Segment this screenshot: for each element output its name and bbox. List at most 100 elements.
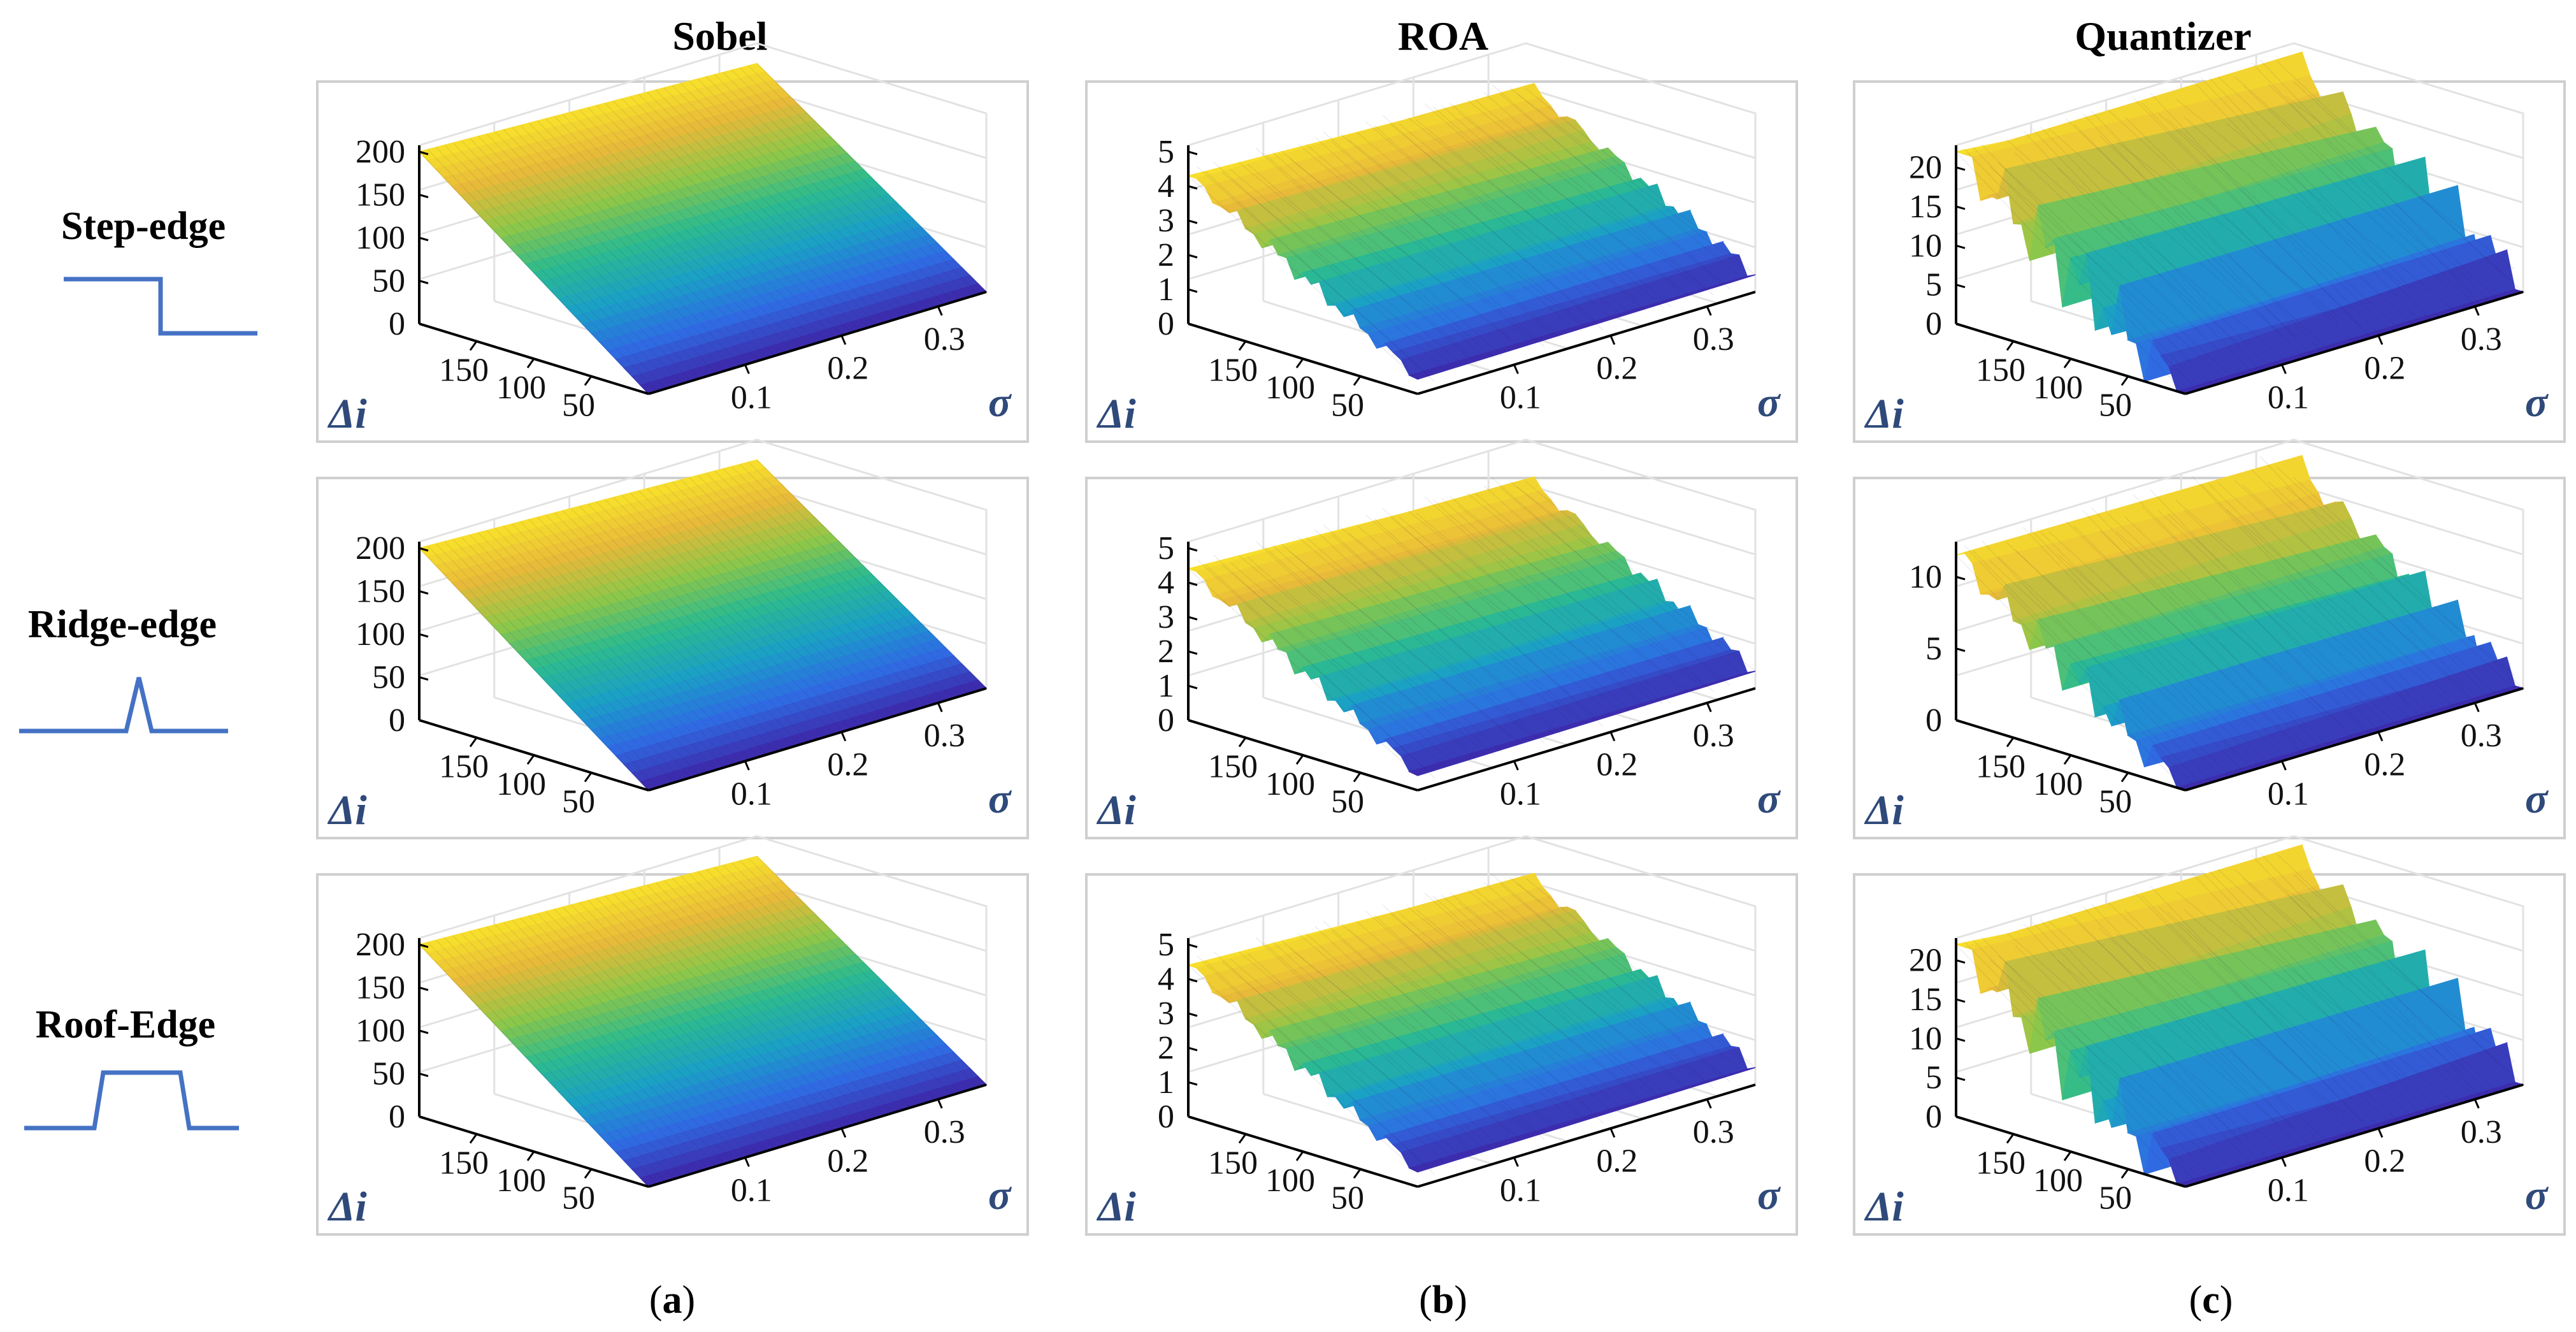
- ridge-edge-profile-icon: [19, 677, 228, 734]
- surface-mesh-line: [1213, 162, 1444, 369]
- surface-mesh-line: [1424, 496, 1655, 703]
- surface-mesh-line: [2184, 116, 2414, 326]
- surface-mesh-line: [2277, 61, 2507, 279]
- sigma-tick-mark: [1706, 306, 1712, 316]
- sigma-axis-line: [1417, 291, 1756, 395]
- delta-i-tick-mark: [1353, 375, 1362, 386]
- z-tick-label: 200: [356, 530, 405, 567]
- delta-i-tick-mark: [1353, 772, 1362, 783]
- surface-mesh-line: [2082, 113, 2313, 356]
- surface-mesh-line: [478, 929, 709, 1169]
- sigma-axis-line: [1417, 687, 1756, 792]
- surface-mesh-line: [630, 493, 860, 727]
- surface-mesh-line: [1188, 964, 1418, 1173]
- delta-i-tick-mark: [526, 755, 535, 765]
- sigma-axis-line: [1417, 1083, 1756, 1188]
- surface-mesh-line: [1230, 959, 1460, 1155]
- sigma-tick-label: 0.1: [731, 1172, 772, 1208]
- grid-line-z: [756, 483, 987, 556]
- z-tick-mark: [1188, 1115, 1198, 1120]
- surface-mesh-line: [1424, 103, 1655, 307]
- surface-mesh-line: [2006, 542, 2236, 753]
- z-tick-mark: [1188, 1046, 1198, 1052]
- surface-mesh-line: [2108, 109, 2338, 322]
- surface-mesh-line: [1416, 119, 1646, 312]
- z-tick-label: 0: [1925, 1099, 1942, 1135]
- z-tick-mark: [1188, 1081, 1198, 1086]
- surface-mesh-line: [689, 477, 919, 709]
- surface-mesh-line: [1509, 87, 1739, 276]
- z-tick-label: 0: [1925, 306, 1942, 342]
- surface-mesh-line: [2234, 869, 2464, 1076]
- surface-mesh-line: [2285, 888, 2515, 1062]
- row-label-step-edge: Step-edge: [61, 205, 226, 248]
- row-ridge-edge: Ridge-edge: [19, 603, 228, 734]
- surface-mesh-line: [680, 479, 911, 712]
- surface-mesh-line: [554, 512, 784, 750]
- surface-mesh-line: [647, 92, 877, 326]
- delta-i-tick-label: 50: [562, 1180, 595, 1217]
- roof-edge-profile-icon: [24, 1070, 239, 1131]
- surface-mesh-line: [1213, 554, 1444, 765]
- surface-mesh-line: [2108, 513, 2338, 729]
- sigma-tick-mark: [2281, 1157, 2287, 1167]
- surface-mesh-line: [2285, 96, 2515, 270]
- sigma-tick-label: 0.1: [1500, 776, 1541, 812]
- surface-mesh-line: [545, 911, 776, 1149]
- surface-mesh-line: [444, 937, 675, 1180]
- sigma-tick-mark: [840, 335, 847, 345]
- surface-mesh-line: [2057, 553, 2287, 760]
- surface-mesh-line: [2090, 903, 2321, 1144]
- delta-i-tick-label: 150: [439, 1145, 489, 1182]
- surface-mesh-line: [630, 96, 860, 331]
- surface-mesh-line: [1281, 543, 1511, 737]
- sigma-axis-symbol: σ: [2525, 776, 2549, 822]
- surface-mesh-line: [2074, 526, 2304, 755]
- sigma-tick-mark: [937, 702, 943, 713]
- surface-mesh-line: [452, 539, 683, 781]
- surface-mesh-line: [638, 94, 868, 328]
- surface-mesh-line: [1323, 921, 1553, 1129]
- surface-mesh-line: [2226, 915, 2456, 1104]
- z-tick-mark: [1955, 244, 1966, 249]
- surface-mesh-line: [1492, 874, 1722, 1078]
- surface-mesh-line: [1973, 147, 2203, 389]
- surface-mesh-line: [2259, 59, 2490, 303]
- surface-mesh-line: [1365, 121, 1595, 321]
- surface-mesh-line: [1196, 559, 1427, 770]
- sigma-tick-mark: [744, 1157, 750, 1167]
- delta-i-tick-mark: [2063, 358, 2072, 368]
- z-tick-label: 5: [1158, 134, 1174, 170]
- surface-mesh-line: [512, 920, 742, 1159]
- surface-mesh-line: [1263, 942, 1494, 1152]
- z-tick-label: 100: [356, 220, 405, 256]
- surface-mesh-line: [1441, 894, 1671, 1100]
- delta-i-tick-label: 50: [2099, 1180, 2132, 1217]
- surface-mesh-line: [1955, 151, 2186, 395]
- surface-mesh-line: [1997, 955, 2228, 1166]
- surface-mesh-line: [1205, 563, 1435, 779]
- z-tick-mark: [1955, 205, 1966, 210]
- caption-b: (b): [1419, 1278, 1467, 1322]
- surface-strip: [1407, 274, 1756, 380]
- delta-i-tick-label: 150: [1208, 352, 1258, 389]
- surface-mesh-line: [1989, 959, 2220, 1168]
- surface-mesh-line: [1314, 926, 1545, 1140]
- surface-mesh-line: [554, 909, 784, 1147]
- delta-i-tick-mark: [2120, 1168, 2129, 1179]
- surface-mesh-line: [1475, 493, 1705, 686]
- z-tick-mark: [1955, 1076, 1966, 1082]
- surface-mesh-line: [1989, 560, 2220, 775]
- surface-mesh-line: [1323, 525, 1553, 732]
- surface-mesh-line: [571, 112, 801, 349]
- surface-mesh-line: [1492, 84, 1722, 286]
- surface-mesh-line: [1365, 910, 1595, 1114]
- surface-mesh-line: [1221, 565, 1452, 761]
- z-tick-mark: [1955, 1115, 1966, 1120]
- surface-mesh-line: [2175, 98, 2405, 287]
- surface-mesh-line: [1475, 889, 1705, 1082]
- sigma-tick-mark: [2377, 335, 2384, 345]
- delta-i-tick-label: 100: [1265, 370, 1315, 406]
- surface-mesh-line: [655, 882, 886, 1116]
